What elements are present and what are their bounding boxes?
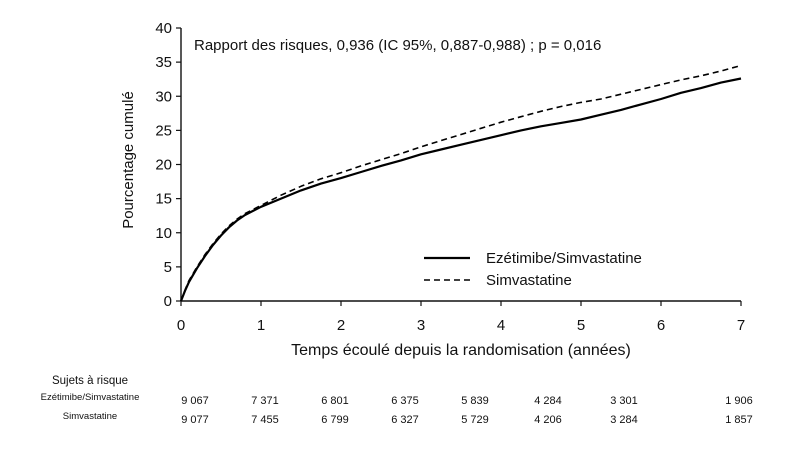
y-tick-label: 40 (155, 20, 172, 37)
y-tick-label: 20 (155, 157, 172, 174)
risk-value: 6 801 (321, 395, 349, 407)
risk-table-title: Sujets à risque (52, 375, 128, 387)
x-tick-label: 6 (657, 317, 665, 334)
risk-value: 6 327 (391, 414, 419, 426)
risk-table: Sujets à risque Ezétimibe/Simvastatine 9 … (41, 375, 753, 426)
series-layer (179, 64, 742, 302)
risk-value: 6 799 (321, 414, 349, 426)
legend-label: Simvastatine (486, 272, 572, 289)
risk-value: 7 455 (251, 414, 279, 426)
x-tick-label: 4 (497, 317, 505, 334)
x-tick-label: 3 (417, 317, 425, 334)
axes: 0 5 10 15 20 25 30 35 40 0 1 2 3 4 5 6 7 (155, 20, 745, 334)
y-axis-label: Pourcentage cumulé (120, 91, 137, 229)
x-tick-label: 0 (177, 317, 185, 334)
risk-value: 9 077 (181, 414, 209, 426)
risk-value: 5 839 (461, 395, 489, 407)
series-line-ezetimibe-simvastatine (179, 77, 742, 302)
risk-value: 1 906 (725, 395, 753, 407)
y-tick-label: 25 (155, 122, 172, 139)
risk-value: 4 284 (534, 395, 562, 407)
risk-value: 3 301 (610, 395, 638, 407)
x-tick-label: 2 (337, 317, 345, 334)
risk-value: 6 375 (391, 395, 419, 407)
x-tick-label: 5 (577, 317, 585, 334)
y-tick-label: 15 (155, 191, 172, 208)
risk-row-name: Ezétimibe/Simvastatine (41, 392, 140, 403)
y-tick-label: 30 (155, 88, 172, 105)
x-tick-label: 7 (737, 317, 745, 334)
x-axis-label: Temps écoulé depuis la randomisation (an… (291, 342, 631, 359)
y-tick-label: 5 (164, 259, 172, 276)
legend: Ezétimibe/Simvastatine Simvastatine (424, 250, 642, 289)
risk-value: 4 206 (534, 414, 562, 426)
hazard-ratio-annotation: Rapport des risques, 0,936 (IC 95%, 0,88… (194, 37, 601, 54)
risk-value: 7 371 (251, 395, 279, 407)
legend-label: Ezétimibe/Simvastatine (486, 250, 642, 267)
y-tick-label: 35 (155, 54, 172, 71)
y-tick-label: 0 (164, 293, 172, 310)
risk-value: 9 067 (181, 395, 209, 407)
x-tick-label: 1 (257, 317, 265, 334)
risk-value: 3 284 (610, 414, 638, 426)
risk-row-name: Simvastatine (63, 411, 117, 422)
risk-value: 5 729 (461, 414, 489, 426)
risk-value: 1 857 (725, 414, 753, 426)
y-tick-label: 10 (155, 225, 172, 242)
